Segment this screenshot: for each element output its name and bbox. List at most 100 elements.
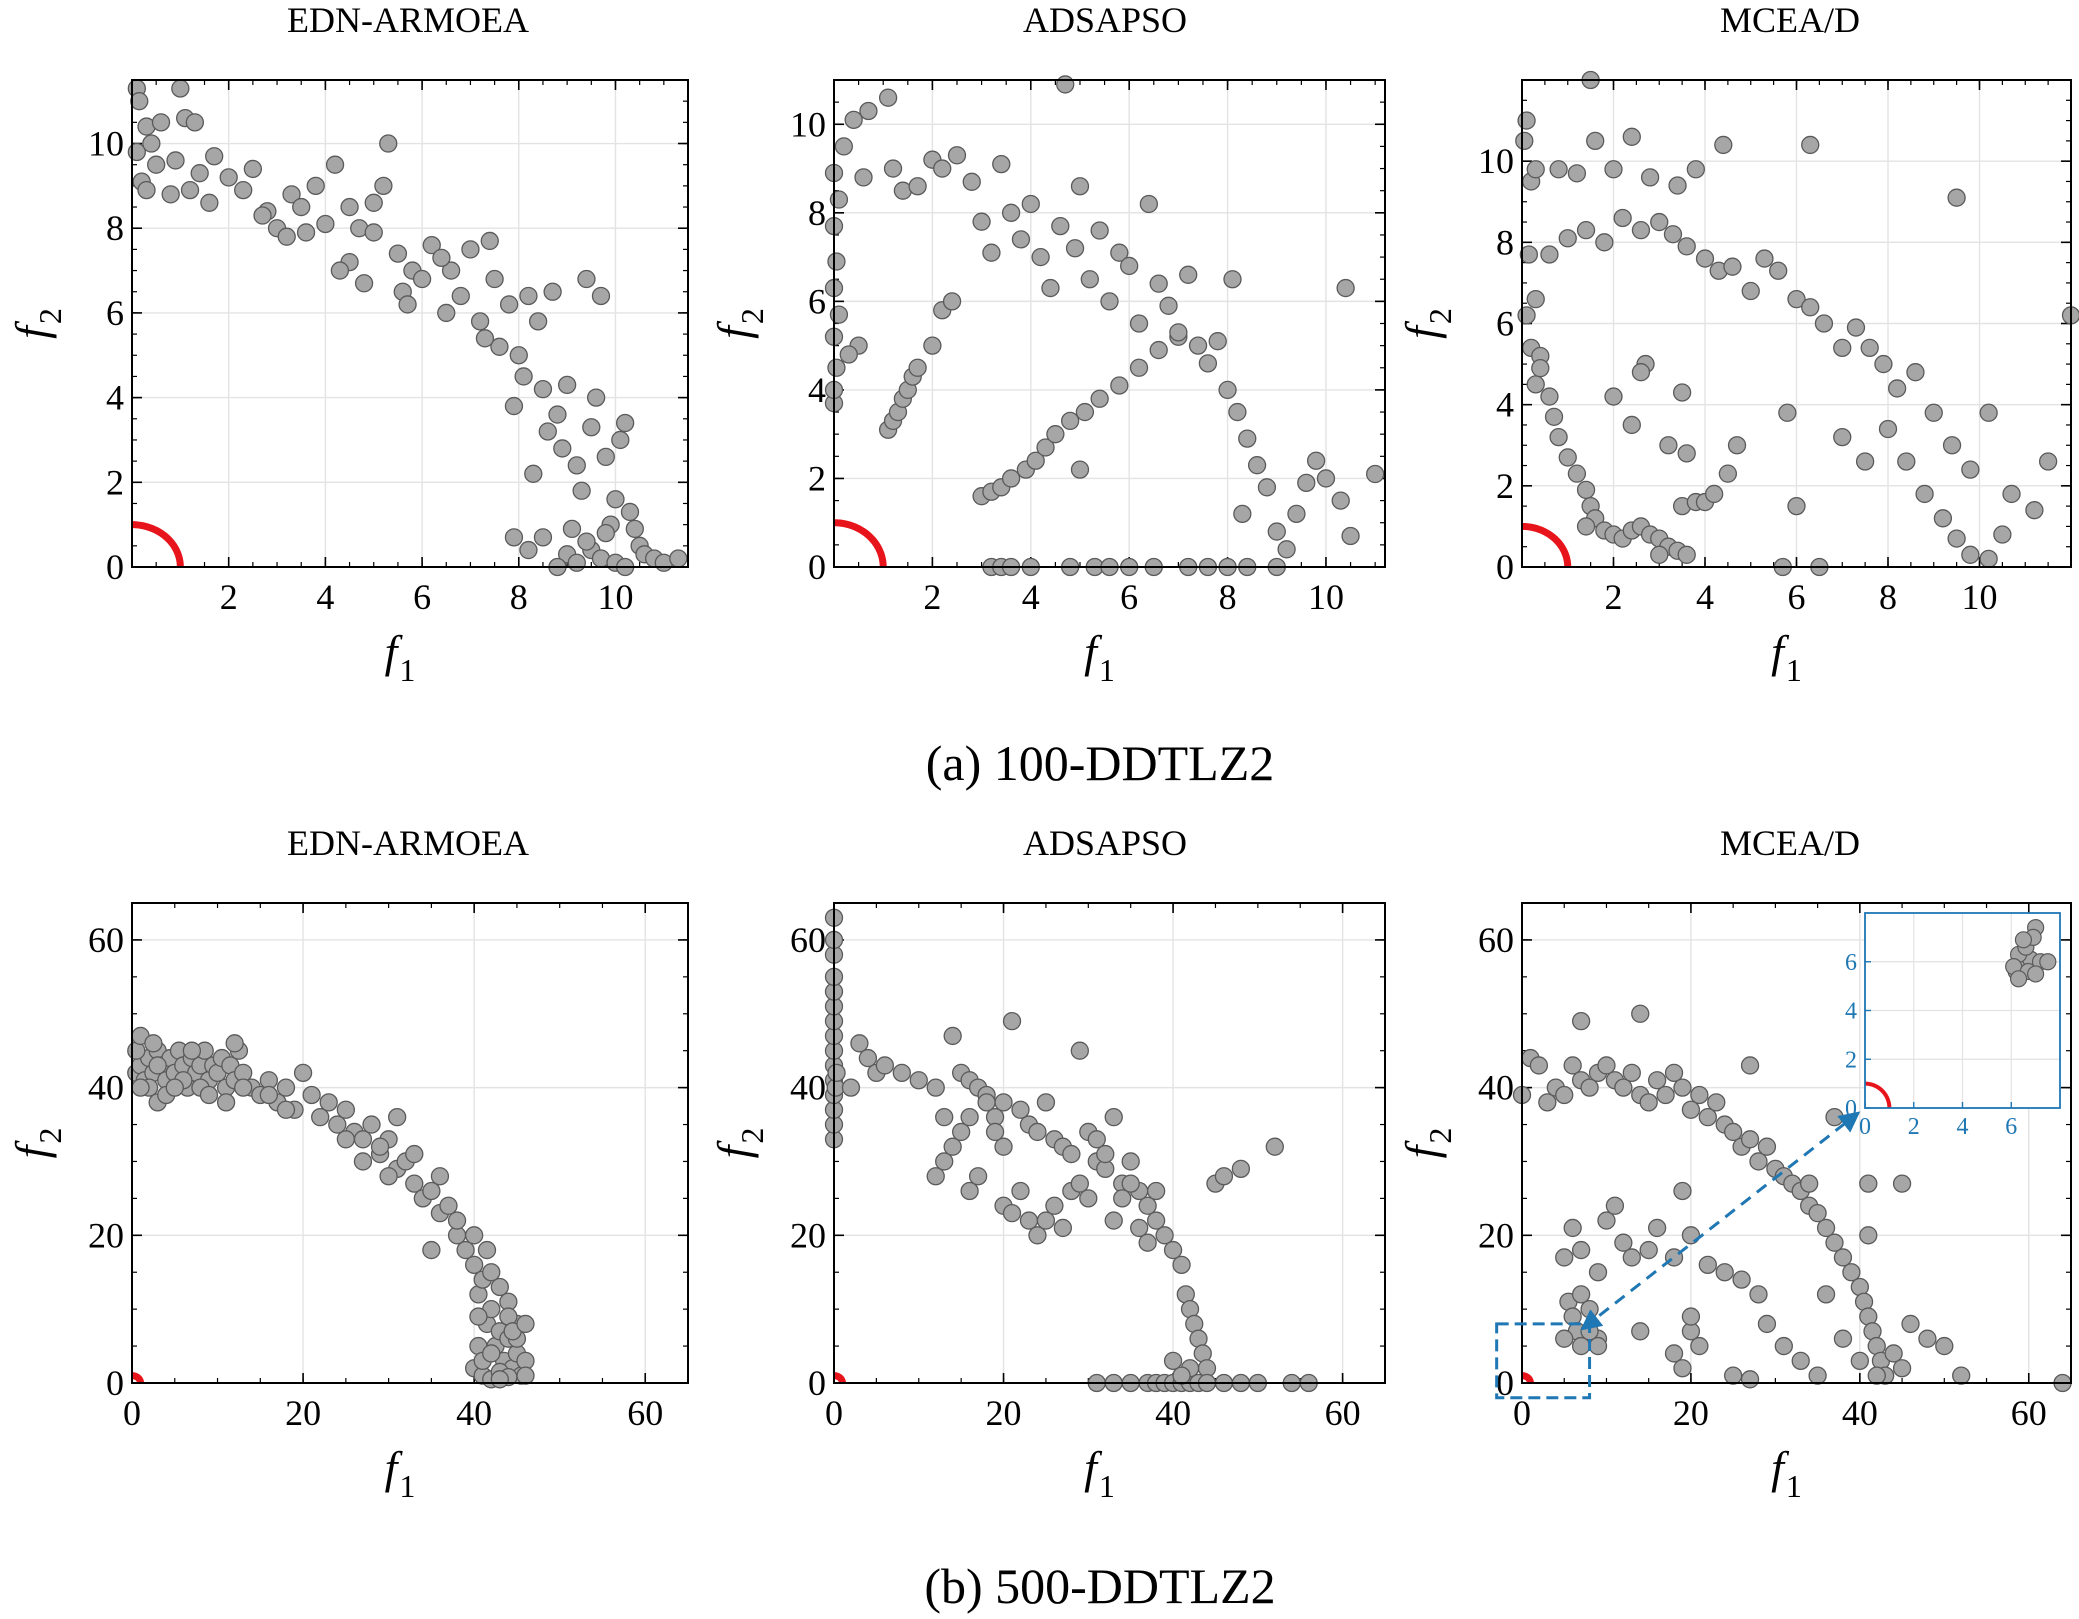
- y-tick-label: 40: [790, 1068, 826, 1108]
- y-tick-label: 2: [1496, 466, 1514, 506]
- data-point: [422, 1240, 441, 1260]
- caption-row-b: (b) 500-DDTLZ2: [924, 1558, 1275, 1614]
- data-point: [844, 110, 863, 129]
- data-point: [960, 1108, 979, 1127]
- data-point: [447, 1211, 467, 1230]
- data-point: [1961, 545, 1980, 564]
- data-point: [1544, 407, 1564, 426]
- data-point: [1567, 464, 1587, 483]
- data-point: [439, 1196, 458, 1215]
- data-point: [2025, 501, 2044, 520]
- data-point: [516, 1314, 535, 1334]
- data-point: [1228, 402, 1247, 422]
- data-point: [1079, 1189, 1098, 1208]
- data-point: [165, 1078, 184, 1097]
- data-point: [1062, 1144, 1081, 1164]
- data-point: [1668, 176, 1687, 195]
- data-point: [137, 180, 156, 200]
- data-point: [1051, 216, 1070, 236]
- data-point: [1846, 318, 1866, 337]
- data-point: [577, 532, 596, 551]
- data-point: [1549, 427, 1568, 447]
- data-point: [1757, 1314, 1777, 1334]
- data-point: [340, 197, 359, 217]
- data-point: [1677, 545, 1696, 564]
- data-point: [1656, 1085, 1675, 1105]
- data-point: [1631, 1004, 1650, 1023]
- x-tick-label: 6: [1120, 577, 1138, 617]
- panel-3: 2 4 6 8 10 0 2 4 6 8 10 f1 f2: [1396, 70, 2079, 688]
- data-point: [1526, 289, 1545, 309]
- data-point: [1036, 438, 1055, 457]
- data-point: [1778, 403, 1797, 422]
- data-point: [234, 180, 253, 200]
- data-point: [1681, 1100, 1701, 1119]
- data-point: [596, 523, 615, 543]
- data-point: [977, 1093, 996, 1112]
- data-point: [130, 92, 149, 111]
- y-tick-label: 10: [790, 104, 826, 144]
- y-tick-label: 0: [1496, 1363, 1514, 1403]
- panel-5: 0 20 40 60 0 20 40 60 f1 f2: [708, 902, 1386, 1504]
- data-point: [1663, 225, 1683, 244]
- data-point: [1517, 111, 1536, 130]
- data-point: [591, 286, 611, 306]
- data-point: [379, 134, 398, 153]
- data-point: [611, 430, 630, 450]
- data-point: [1571, 1285, 1591, 1304]
- data-point: [1090, 221, 1109, 240]
- data-point: [379, 1167, 398, 1186]
- data-point: [1755, 249, 1774, 268]
- data-point: [1732, 1270, 1751, 1289]
- data-point: [1707, 1093, 1726, 1112]
- data-point: [1673, 1078, 1692, 1097]
- panel-1: 2 4 6 8 10 0 2 4 6 8 10 f1 f2: [6, 79, 689, 688]
- data-point: [1011, 230, 1031, 249]
- panel-2: 2 4 6 8 10 0 2 4 6 8 10 f1 f2: [708, 75, 1386, 688]
- panel-4: 0 20 40 60 0 20 40 60 f1 f2: [6, 902, 689, 1504]
- data-point: [1906, 363, 1925, 382]
- data-point: [1791, 1351, 1810, 1370]
- data-point: [596, 447, 615, 467]
- data-point: [1121, 1174, 1140, 1193]
- data-point: [1874, 354, 1893, 374]
- data-point: [1558, 229, 1577, 248]
- data-point: [1952, 1366, 1971, 1385]
- data-point: [1787, 496, 1806, 516]
- x-tick-label: 8: [510, 577, 528, 617]
- data-point: [533, 379, 553, 399]
- inset-x-tick-label: 0: [1859, 1114, 1871, 1140]
- data-point: [533, 528, 553, 547]
- data-point: [1787, 289, 1806, 309]
- data-point: [292, 197, 311, 217]
- data-point: [1604, 387, 1623, 406]
- data-point: [1515, 131, 1534, 151]
- data-point: [1597, 1211, 1616, 1230]
- data-point: [1672, 383, 1692, 402]
- data-point: [1567, 164, 1587, 183]
- data-point: [398, 295, 417, 314]
- x-tick-label: 6: [1788, 577, 1806, 617]
- data-point: [1576, 517, 1596, 536]
- data-point: [1100, 292, 1119, 311]
- data-point: [1130, 1218, 1149, 1238]
- y-tick-label: 0: [106, 1363, 124, 1403]
- data-point: [1681, 1307, 1701, 1326]
- data-point: [1695, 249, 1715, 268]
- x-tick-label: 6: [413, 577, 431, 617]
- x-tick-label: 8: [1879, 577, 1897, 617]
- data-point: [1549, 160, 1568, 179]
- data-point: [1163, 1351, 1183, 1370]
- data-point: [1673, 1359, 1692, 1378]
- data-point: [1867, 1366, 1886, 1385]
- data-point: [1571, 1336, 1591, 1356]
- data-point: [1631, 363, 1651, 382]
- data-point: [148, 1056, 167, 1075]
- data-point: [1918, 1329, 1937, 1348]
- data-point: [1540, 245, 1559, 264]
- data-point: [504, 528, 524, 547]
- y-tick-label: 20: [88, 1215, 124, 1255]
- data-point: [1613, 208, 1632, 228]
- y-tick-label: 60: [790, 920, 826, 960]
- data-point: [909, 1071, 928, 1090]
